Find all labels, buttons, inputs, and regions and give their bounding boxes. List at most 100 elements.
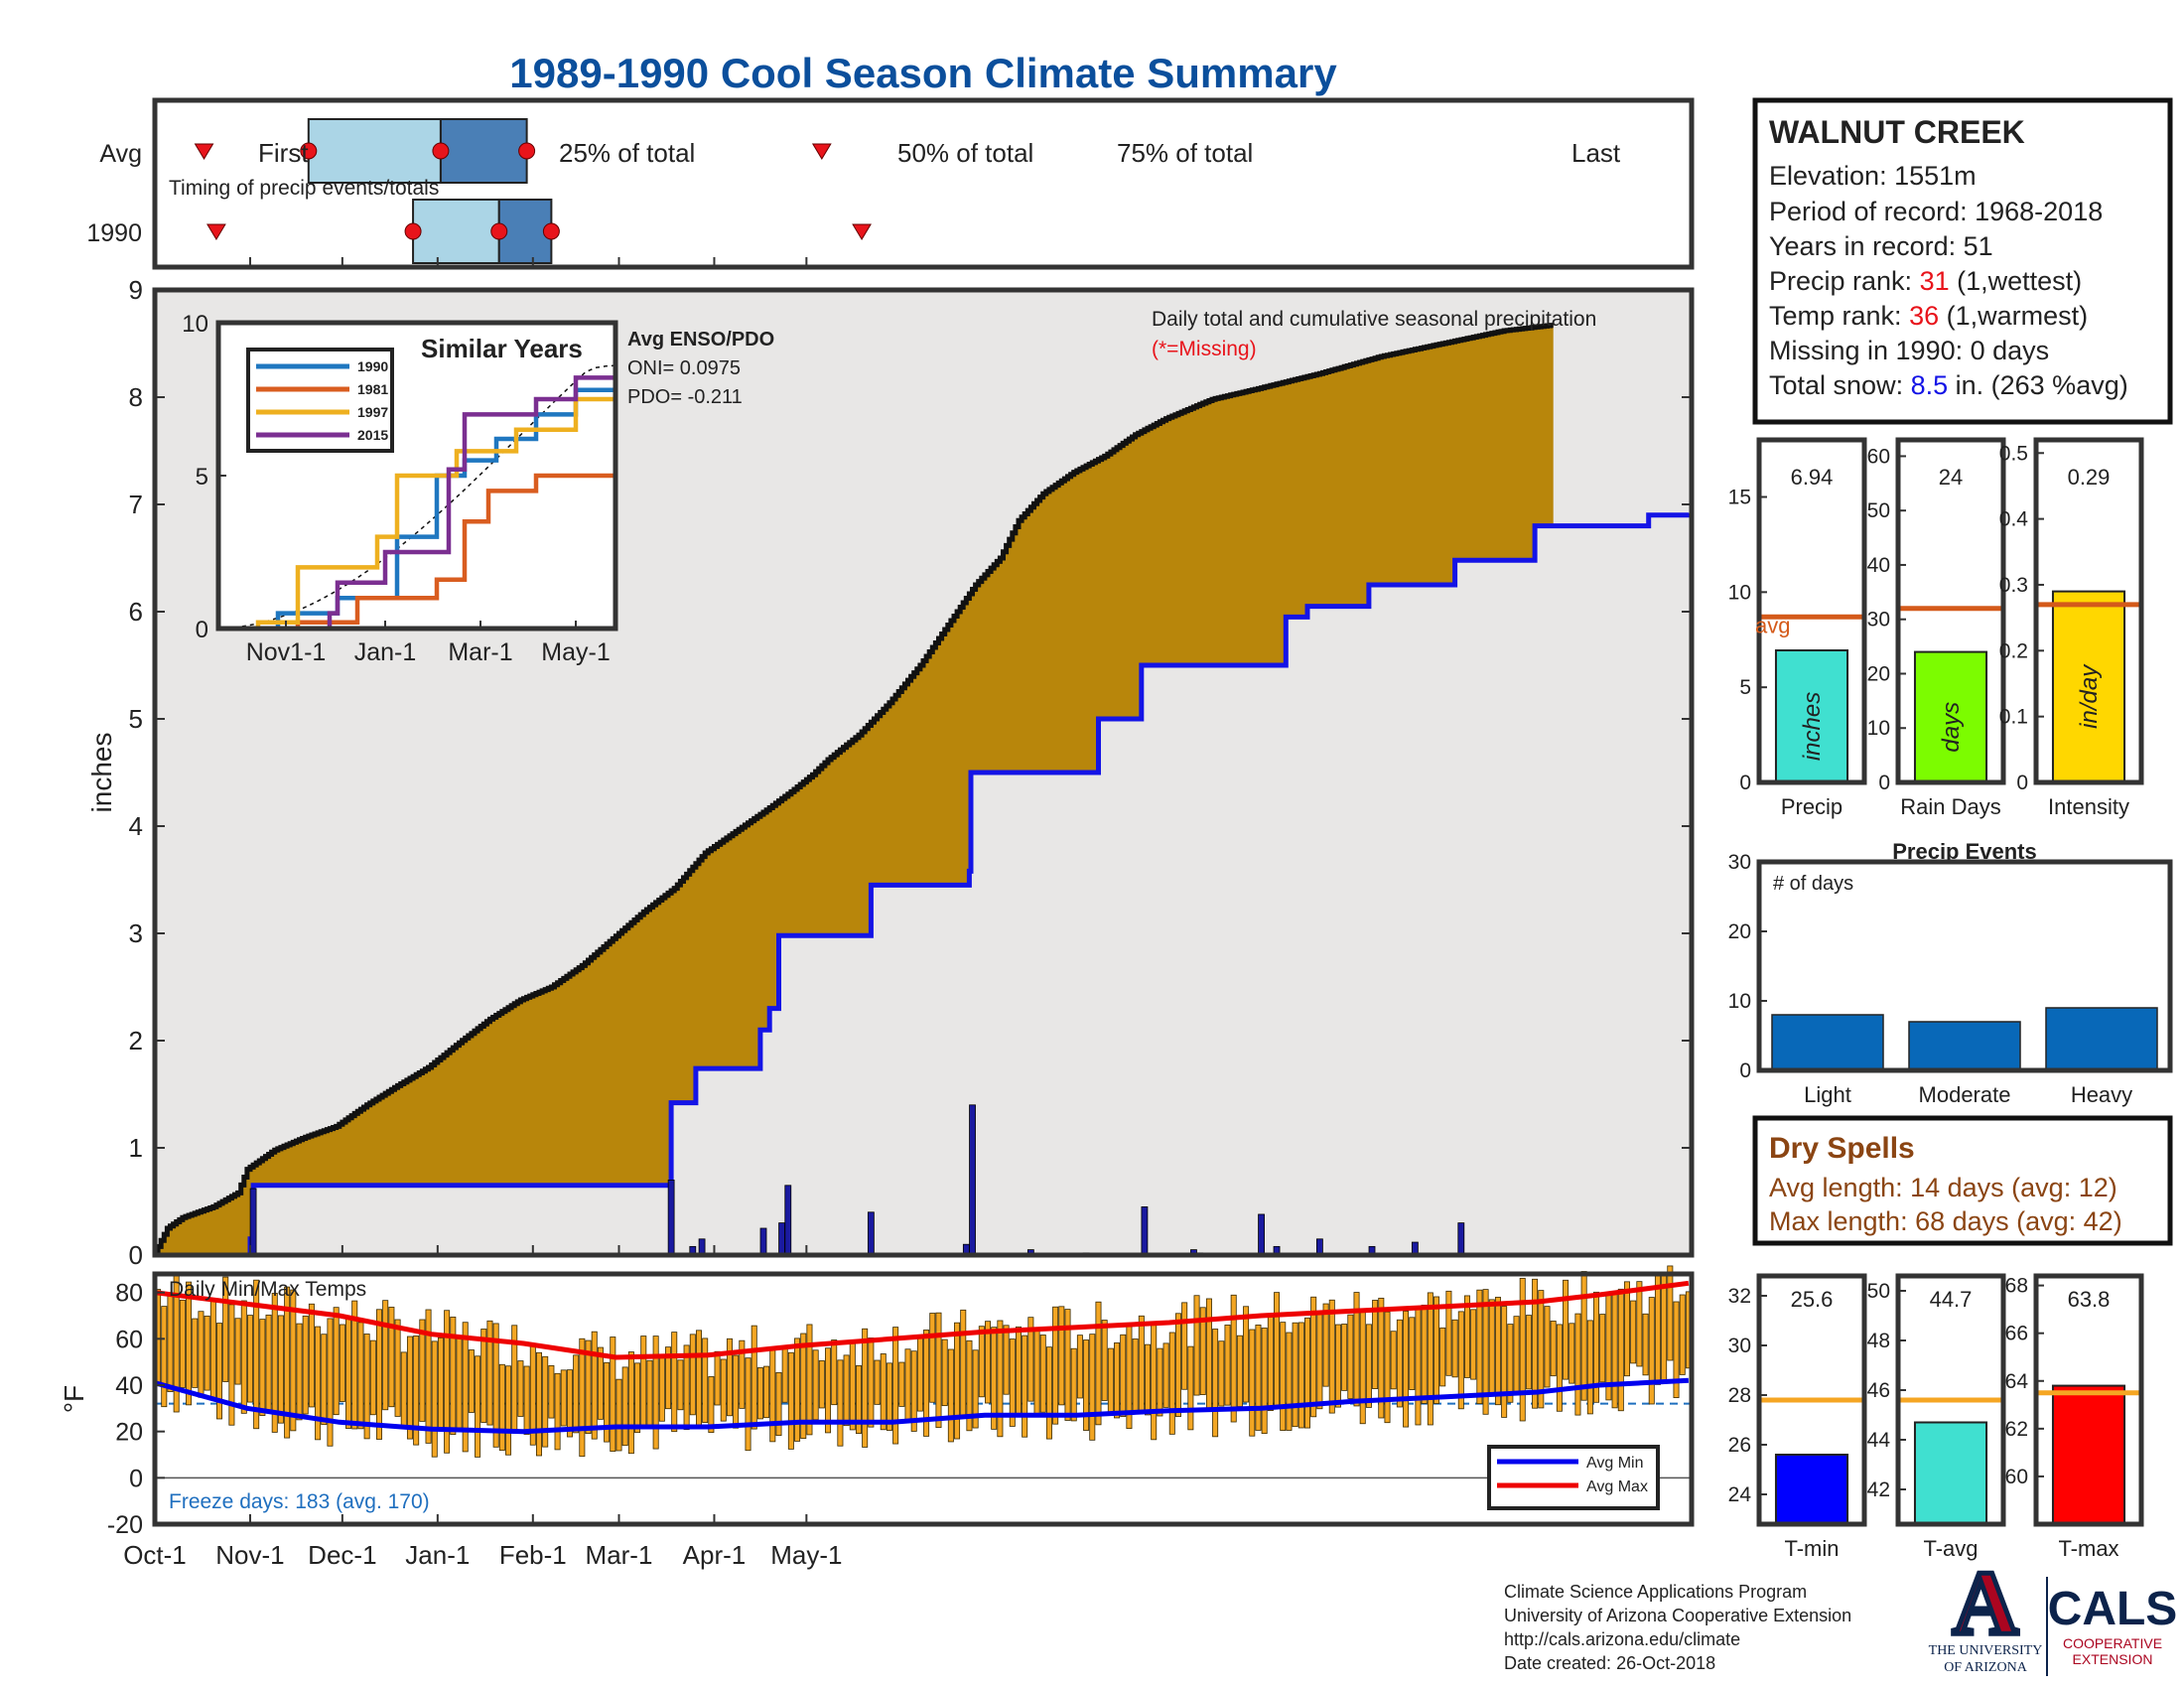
- daily-temp-bar: [781, 1346, 788, 1403]
- daily-temp-bar: [1679, 1294, 1686, 1375]
- month-label: Jan-1: [405, 1540, 470, 1570]
- daily-precip-bar: [784, 1185, 792, 1256]
- daily-temp-bar: [1574, 1313, 1581, 1416]
- month-label: Dec-1: [308, 1540, 376, 1570]
- daily-temp-bar: [536, 1351, 542, 1457]
- temp-ytick-label: 24: [1728, 1483, 1752, 1506]
- temp-ytick-label: 44: [1867, 1429, 1891, 1452]
- daily-temp-bar: [812, 1349, 819, 1421]
- daily-temp-bar: [1421, 1304, 1428, 1404]
- daily-precip-bar: [1141, 1206, 1149, 1256]
- station-name: WALNUT CREEK: [1769, 114, 2025, 150]
- precip-ytick-label: 2: [129, 1026, 143, 1055]
- daily-temp-bar: [1322, 1303, 1329, 1387]
- daily-temp-bar: [1667, 1265, 1674, 1361]
- precip-events-ytick-label: 30: [1728, 851, 1751, 874]
- footer-line4: Date created: 26-Oct-2018: [1504, 1653, 1715, 1673]
- daily-temp-bar: [1045, 1346, 1052, 1440]
- season-ytick-label: 10: [1728, 581, 1751, 604]
- daily-temp-bar: [843, 1354, 850, 1427]
- daily-temp-bar: [978, 1326, 985, 1398]
- season-value-bar-0: [1774, 648, 1849, 783]
- daily-temp-bar: [1027, 1317, 1034, 1402]
- daily-temp-bar: [369, 1339, 376, 1416]
- daily-temp-bar: [677, 1359, 684, 1411]
- inset-series-line-2015: [218, 368, 618, 632]
- daily-temp-bar: [745, 1357, 751, 1452]
- daily-temp-bar: [1501, 1306, 1508, 1418]
- inset-ytick-label: 0: [196, 617, 208, 643]
- daily-temp-bar: [1593, 1291, 1600, 1403]
- daily-temp-bar: [1488, 1299, 1495, 1394]
- daily-temp-bar: [259, 1319, 266, 1416]
- daily-temp-bar: [1673, 1301, 1680, 1399]
- daily-temp-bar: [714, 1350, 721, 1406]
- daily-temp-bar: [1187, 1345, 1194, 1431]
- daily-temp-bar: [720, 1358, 727, 1422]
- daily-temp-bar: [916, 1336, 923, 1412]
- daily-temp-bar: [1396, 1319, 1403, 1408]
- daily-temp-bar: [769, 1346, 776, 1443]
- timing-p25-label: 25% of total: [559, 138, 695, 168]
- daily-temp-bar: [1107, 1347, 1114, 1415]
- daily-precip-bar: [249, 1188, 257, 1256]
- daily-temp-bar: [167, 1293, 174, 1392]
- daily-temp-bar: [554, 1372, 561, 1451]
- season-ytick-label: 0: [1739, 772, 1751, 794]
- daily-temp-bar: [382, 1300, 389, 1411]
- daily-temp-bar: [339, 1324, 345, 1402]
- daily-temp-bar: [1463, 1295, 1470, 1378]
- daily-temp-bar: [308, 1303, 315, 1408]
- daily-temp-bar: [1095, 1301, 1102, 1426]
- season-ytick-label: 0.3: [1999, 574, 2028, 597]
- daily-temp-bar: [1058, 1306, 1065, 1406]
- precip-legend-line2: (*=Missing): [1152, 338, 1257, 360]
- daily-temp-bar: [880, 1353, 887, 1431]
- daily-temp-bar: [327, 1318, 334, 1447]
- daily-temp-bar: [855, 1364, 862, 1434]
- temp-ytick-label: 80: [115, 1280, 143, 1308]
- season-category-label-2: Intensity: [2048, 794, 2129, 819]
- inset-legend-label-1981: 1981: [357, 381, 388, 397]
- dry-spells-box: Dry Spells Avg length: 14 days (avg: 12)…: [1752, 1115, 2173, 1246]
- daily-temp-bar: [1384, 1311, 1391, 1424]
- temp-frame-0: [1756, 1273, 1867, 1527]
- daily-temp-bar: [192, 1318, 199, 1388]
- daily-temp-bar: [1482, 1289, 1489, 1415]
- season-unit-label-1: days: [1938, 702, 1965, 753]
- daily-precip-bar: [969, 1104, 976, 1256]
- temp-ylabel: °F: [59, 1385, 89, 1413]
- inset-xtick-label: Mar-1: [448, 638, 512, 666]
- daily-temp-bar: [892, 1327, 899, 1445]
- season-unit-label-0: inches: [1799, 692, 1826, 761]
- daily-temp-bar: [222, 1276, 229, 1382]
- station-period: Period of record: 1968-2018: [1769, 197, 2103, 226]
- timing-last-label: Last: [1571, 138, 1621, 168]
- daily-temp-bar: [1181, 1302, 1188, 1390]
- season-avg-label-0: avg: [1755, 613, 1790, 637]
- daily-temp-bar: [1525, 1315, 1532, 1390]
- daily-temp-bar: [1292, 1322, 1298, 1428]
- ua-logo-line1: THE UNIVERSITY: [1929, 1643, 2043, 1658]
- daily-temp-bar: [566, 1369, 573, 1438]
- daily-temp-bar: [179, 1299, 186, 1388]
- season-ytick-label: 15: [1728, 487, 1751, 509]
- daily-temp-bar: [695, 1330, 702, 1428]
- daily-temp-bar: [1310, 1296, 1317, 1418]
- daily-temp-bar: [1064, 1309, 1071, 1421]
- daily-temp-bar: [960, 1309, 967, 1416]
- daily-precip-bar: [667, 1180, 675, 1256]
- daily-temp-bar: [898, 1361, 905, 1407]
- daily-temp-bar: [739, 1339, 746, 1409]
- temp-value-bar-2: [2051, 1384, 2126, 1525]
- inset-ytick-label: 5: [196, 464, 208, 491]
- timing-panel: Avg 1990 Timing of precip events/totals …: [86, 97, 1695, 270]
- timing-p75-label: 75% of total: [1117, 138, 1253, 168]
- daily-temp-bar: [1199, 1307, 1206, 1395]
- daily-temp-bar: [209, 1299, 216, 1398]
- precip-events-bar-2: [2045, 1007, 2158, 1071]
- month-label: Feb-1: [499, 1540, 567, 1570]
- season-value-label-0: 6.94: [1791, 465, 1834, 490]
- timing-note: Timing of precip events/totals: [169, 177, 439, 200]
- temp-ytick-label: 64: [2005, 1370, 2029, 1393]
